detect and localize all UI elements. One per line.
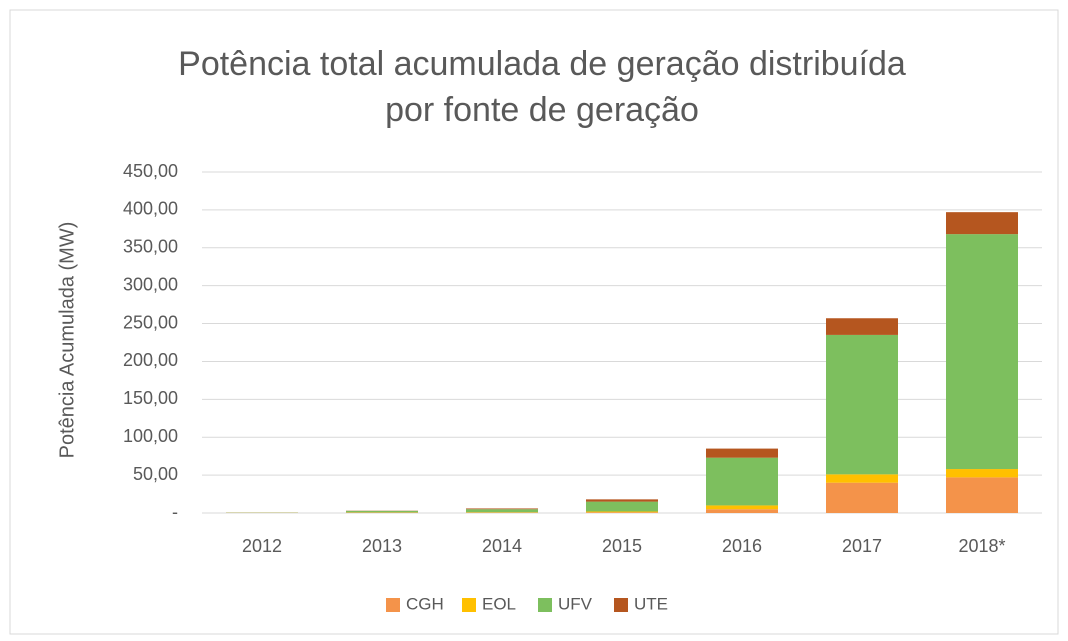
x-tick-label: 2018* [958,536,1005,556]
bar-segment [826,334,898,475]
y-tick-label: 100,00 [123,426,178,446]
legend-swatch [386,598,400,612]
legend-swatch [462,598,476,612]
bar-segment [706,509,778,513]
x-tick-label: 2012 [242,536,282,556]
y-tick-label: 400,00 [123,199,178,219]
y-tick-label: 300,00 [123,274,178,294]
bar-segment [586,512,658,513]
bar-segment [706,448,778,458]
legend-label: UFV [558,594,593,613]
y-axis-label: Potência Acumulada (MW) [56,222,78,459]
x-tick-label: 2015 [602,536,642,556]
x-tick-label: 2014 [482,536,522,556]
legend-swatch [614,598,628,612]
bar-segment [586,501,658,512]
y-tick-label: 250,00 [123,312,178,332]
bar-segment [706,457,778,506]
bar-segment [826,482,898,513]
bar-segment [826,474,898,483]
bar-segment [586,499,658,502]
bar-segment [826,318,898,335]
x-tick-label: 2017 [842,536,882,556]
bar-segment [346,510,418,513]
bar-segment [946,477,1018,513]
legend-label: UTE [634,594,668,613]
bar-segment [706,505,778,510]
y-tick-label: 50,00 [133,464,178,484]
y-tick-label: 450,00 [123,161,178,181]
bar-segment [946,212,1018,235]
y-tick-label: 150,00 [123,388,178,408]
x-tick-label: 2016 [722,536,762,556]
y-tick-label: - [172,502,178,522]
legend-label: EOL [482,594,516,613]
chart-title: por fonte de geração [385,91,699,129]
chart-title: Potência total acumulada de geração dist… [178,45,906,83]
x-tick-label: 2013 [362,536,402,556]
bar-segment [466,508,538,510]
bar-segment [946,234,1018,470]
y-tick-label: 200,00 [123,350,178,370]
bar-segment [466,509,538,513]
legend-swatch [538,598,552,612]
legend-label: CGH [406,594,444,613]
bar-segment [586,511,658,513]
y-tick-label: 350,00 [123,237,178,257]
bar-segment [946,469,1018,478]
